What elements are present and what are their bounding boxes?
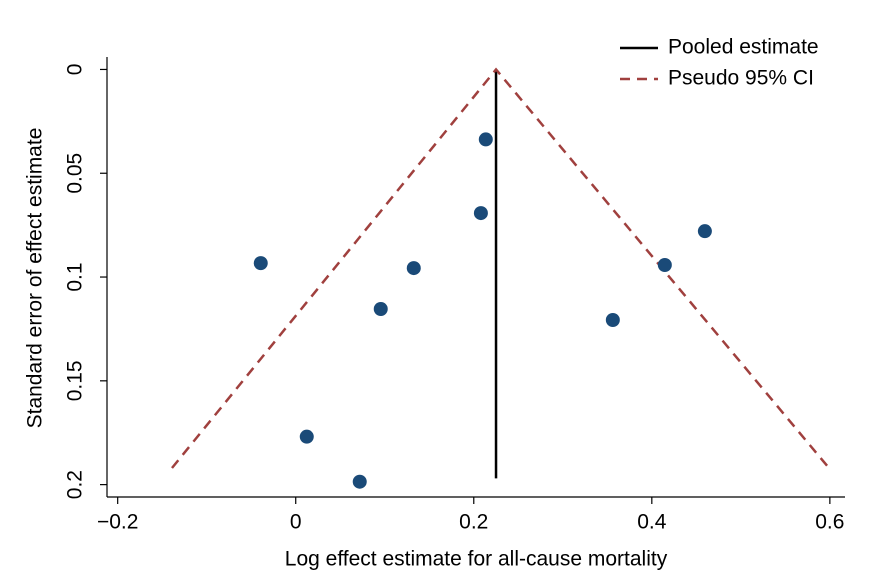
point <box>697 224 712 239</box>
point <box>373 302 388 317</box>
point <box>299 429 314 444</box>
y-axis-title: Standard error of effect estimate <box>24 128 47 429</box>
point <box>473 206 488 221</box>
x-tick-label: 0.6 <box>815 511 844 534</box>
y-tick-label: 0.15 <box>64 360 87 401</box>
point <box>605 313 620 328</box>
x-tick-label: 0.4 <box>637 511 667 534</box>
x-tick-label: 0.2 <box>459 511 488 534</box>
x-axis-title: Log effect estimate for all-cause mortal… <box>285 548 668 571</box>
series-line <box>171 67 830 469</box>
x-tick-label: −0.2 <box>97 511 138 534</box>
legend-label: Pooled estimate <box>668 36 819 59</box>
point <box>253 256 268 271</box>
legend-label: Pseudo 95% CI <box>668 67 814 90</box>
point <box>478 132 493 147</box>
y-tick-label: 0.05 <box>64 153 87 194</box>
point <box>406 261 421 276</box>
point <box>657 257 672 272</box>
y-tick-label: 0 <box>64 64 87 76</box>
x-tick-label: 0 <box>290 511 302 534</box>
y-tick-label: 0.2 <box>64 470 87 499</box>
point <box>352 474 367 489</box>
y-tick-label: 0.1 <box>64 262 87 291</box>
